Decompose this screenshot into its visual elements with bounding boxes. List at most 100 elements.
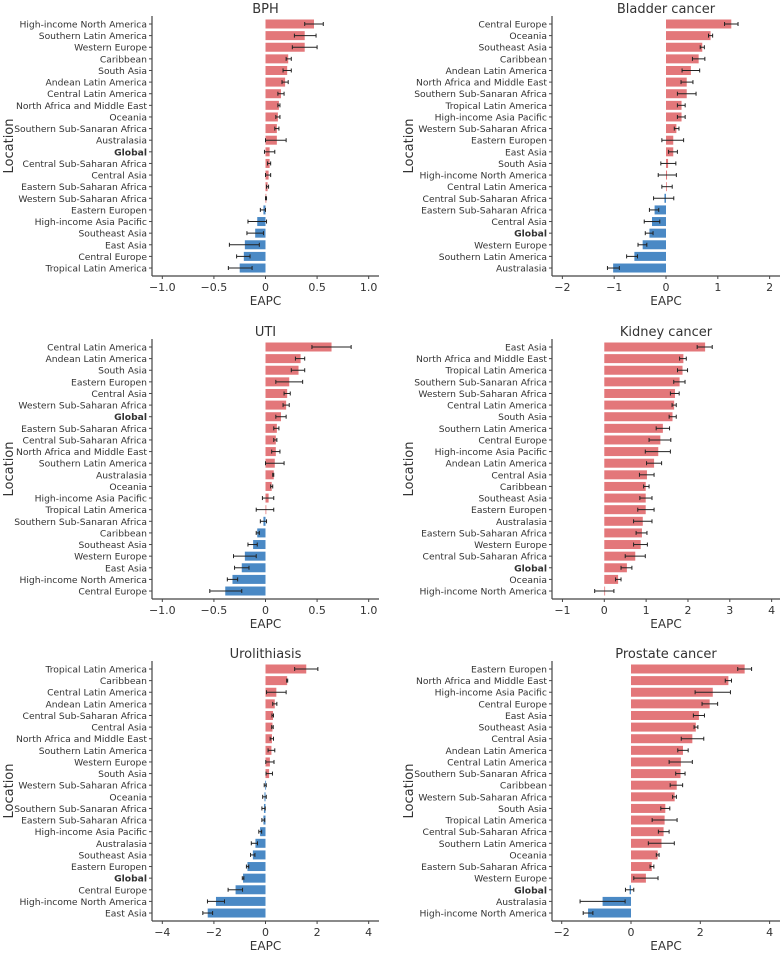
bar — [631, 838, 662, 848]
y-tick-label: South Asia — [498, 159, 547, 170]
x-tick-label: −4 — [154, 926, 170, 939]
y-tick-label: Andean Latin America — [445, 66, 547, 77]
y-tick-label: Caribbean — [100, 54, 147, 65]
bar — [235, 885, 266, 895]
y-tick-label: Australasia — [96, 136, 147, 147]
bar — [265, 423, 277, 433]
bar — [265, 124, 277, 134]
y-tick-label: East Asia — [105, 909, 147, 920]
y-tick-label: Eastern Sub-Saharan Africa — [421, 528, 547, 539]
y-tick-label: Southern Latin America — [439, 839, 547, 850]
x-tick-label: 0 — [663, 281, 670, 294]
bar — [265, 54, 289, 64]
y-tick-label: South Asia — [98, 66, 147, 77]
y-tick-label: Global — [514, 885, 547, 896]
chart-urolithiasis: Urolithiasis EAPC Location Tropical Latin A… — [2, 647, 379, 953]
bar — [604, 493, 646, 503]
bar — [604, 551, 636, 561]
bar — [265, 412, 281, 422]
x-tick-label: 2 — [697, 926, 704, 939]
bar — [631, 676, 729, 686]
x-tick-label: −1.0 — [149, 604, 176, 617]
x-tick-label: 4 — [766, 926, 773, 939]
bar — [631, 792, 675, 802]
x-axis-label: EAPC — [250, 617, 281, 631]
bar — [604, 563, 627, 573]
x-tick-label: −1.0 — [149, 281, 176, 294]
y-tick-label: Southeast Asia — [78, 229, 147, 240]
bar — [265, 664, 307, 674]
y-tick-label: Oceania — [509, 575, 547, 586]
y-tick-label: Central Europe — [78, 885, 147, 896]
y-tick-label: Global — [114, 412, 147, 423]
y-tick-label: Central Europe — [478, 20, 547, 31]
y-tick-label: Southern Sub-Sanaran Africa — [14, 517, 147, 528]
y-tick-label: Central Europe — [78, 587, 147, 598]
bar — [666, 100, 682, 110]
y-tick-label: East Asia — [105, 240, 147, 251]
y-tick-label: Global — [514, 563, 547, 574]
bar — [631, 722, 696, 732]
bar — [604, 574, 619, 584]
y-tick-label: Western Sub-Saharan Africa — [18, 401, 147, 412]
y-tick-label: Central Sub-Saharan Africa — [23, 159, 147, 170]
y-tick-label: Central Sub-Saharan Africa — [423, 827, 547, 838]
y-tick-label: Eastern Europen — [71, 205, 147, 216]
bar — [265, 470, 274, 480]
bar — [631, 687, 713, 697]
bar — [265, 65, 288, 75]
y-tick-label: South Asia — [98, 366, 147, 377]
bar — [265, 42, 305, 52]
y-tick-label: Western Europe — [474, 874, 547, 885]
y-tick-label: Western Europe — [474, 540, 547, 551]
y-tick-label: North Africa and Middle East — [416, 676, 547, 687]
bar — [255, 838, 266, 848]
y-tick-label: Eastern Europen — [471, 665, 547, 676]
y-tick-label: Central Latin America — [447, 401, 547, 412]
bar — [265, 19, 314, 29]
bar — [253, 540, 266, 550]
y-tick-label: North Africa and Middle East — [16, 101, 147, 112]
bar — [631, 734, 693, 744]
y-tick-label: Western Sub-Saharan Africa — [18, 781, 147, 792]
bar — [604, 354, 684, 364]
y-tick-label: Central Latin America — [47, 89, 147, 100]
x-tick-label: 0 — [628, 926, 635, 939]
bar — [252, 850, 266, 860]
bar — [604, 516, 643, 526]
y-tick-label: Eastern Sub-Saharan Africa — [421, 862, 547, 873]
bar — [631, 815, 665, 825]
y-tick-label: High-income Asia Pacific — [35, 494, 147, 505]
y-tick-label: Western Europe — [74, 757, 147, 768]
bar — [631, 745, 683, 755]
x-axis-label: EAPC — [250, 294, 281, 308]
y-tick-label: High-income North America — [19, 897, 147, 908]
y-tick-label: Andean Latin America — [445, 459, 547, 470]
bar — [265, 734, 272, 744]
bar — [666, 77, 687, 87]
bar — [631, 862, 652, 872]
bar — [604, 377, 680, 387]
y-tick-label: High-income Asia Pacific — [35, 827, 147, 838]
y-tick-label: East Asia — [505, 711, 547, 722]
x-tick-label: 1 — [643, 604, 650, 617]
y-tick-label: Central Europe — [478, 435, 547, 446]
bar — [265, 31, 305, 41]
y-tick-label: Eastern Sub-Saharan Africa — [421, 205, 547, 216]
y-tick-label: East Asia — [505, 147, 547, 158]
y-tick-label: East Asia — [505, 343, 547, 354]
bar — [604, 435, 661, 445]
bar — [265, 435, 276, 445]
y-tick-label: South Asia — [498, 412, 547, 423]
y-tick-label: Southern Sub-Sanaran Africa — [14, 124, 147, 135]
x-tick-label: −0.5 — [201, 604, 228, 617]
bar — [666, 19, 732, 29]
y-tick-label: Oceania — [109, 482, 147, 493]
y-tick-label: Southern Sub-Sanaran Africa — [414, 377, 547, 388]
x-tick-label: −2 — [554, 281, 570, 294]
x-tick-label: 2 — [684, 604, 691, 617]
y-tick-label: Central Latin America — [447, 757, 547, 768]
bar — [666, 31, 711, 41]
y-tick-label: Tropical Latin America — [44, 264, 147, 275]
y-tick-label: North Africa and Middle East — [416, 354, 547, 365]
